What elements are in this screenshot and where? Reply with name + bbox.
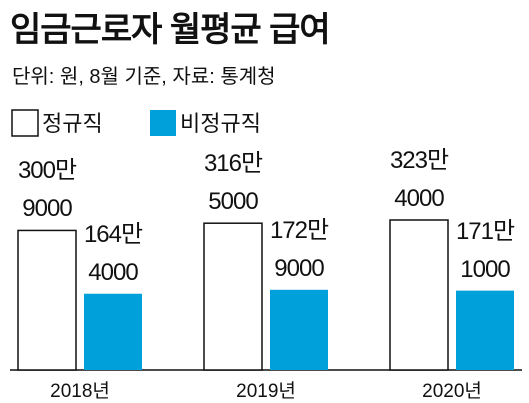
legend-label: 정규직 <box>42 111 103 136</box>
chart-subtitle: 단위: 원, 8월 기준, 자료: 통계청 <box>12 66 276 88</box>
value-label: 171만 1000 <box>455 217 515 283</box>
value-label: 323만 4000 <box>389 147 449 212</box>
x-tick-label: 2018년 <box>50 381 110 402</box>
legend-swatch <box>11 109 39 137</box>
legend-label: 비정규직 <box>180 111 261 136</box>
x-tick-label: 2019년 <box>236 381 296 402</box>
x-tick-label: 2020년 <box>422 381 482 402</box>
value-label: 164만 4000 <box>83 220 143 286</box>
bar <box>270 289 328 370</box>
bar <box>203 222 263 371</box>
value-label: 316만 5000 <box>203 150 263 216</box>
value-label: 172만 9000 <box>269 216 329 282</box>
bar <box>456 290 514 370</box>
bar <box>84 293 142 370</box>
value-label: 300만 9000 <box>17 157 77 223</box>
legend-swatch <box>150 110 176 136</box>
chart-title: 임금근로자 월평균 급여 <box>10 11 331 49</box>
bar <box>389 219 449 371</box>
bar <box>17 229 77 371</box>
